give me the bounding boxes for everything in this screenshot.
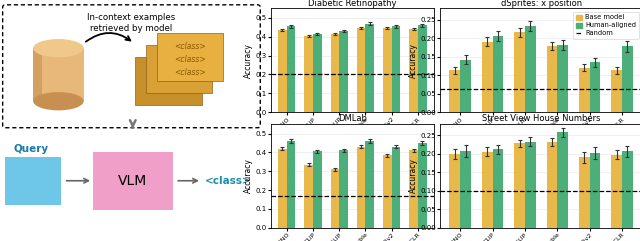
Bar bbox=[547, 46, 557, 112]
Bar bbox=[557, 132, 568, 228]
Bar bbox=[622, 46, 633, 112]
Bar bbox=[356, 147, 365, 228]
Bar bbox=[493, 36, 503, 112]
Bar bbox=[392, 26, 400, 112]
Bar bbox=[146, 45, 212, 93]
Bar bbox=[313, 151, 322, 228]
Bar bbox=[305, 165, 313, 228]
Bar bbox=[33, 48, 84, 101]
Bar bbox=[579, 68, 589, 112]
Bar bbox=[589, 62, 600, 112]
Bar bbox=[515, 33, 525, 112]
Bar bbox=[557, 45, 568, 112]
FancyArrowPatch shape bbox=[86, 33, 131, 42]
Title: Street View House Numbers: Street View House Numbers bbox=[482, 114, 600, 123]
Bar bbox=[482, 42, 493, 112]
Bar bbox=[313, 34, 322, 112]
Y-axis label: Accuracy: Accuracy bbox=[244, 159, 253, 193]
Bar bbox=[449, 154, 460, 228]
Bar bbox=[392, 147, 400, 228]
Title: dSprites: x position: dSprites: x position bbox=[500, 0, 582, 8]
Bar bbox=[418, 25, 426, 112]
Bar bbox=[305, 36, 313, 112]
Bar bbox=[287, 26, 296, 112]
Text: Query: Query bbox=[13, 144, 49, 154]
Bar bbox=[278, 149, 287, 228]
Bar bbox=[383, 28, 392, 112]
Bar bbox=[157, 33, 223, 81]
Bar bbox=[418, 143, 426, 228]
Bar bbox=[611, 70, 622, 112]
Y-axis label: Accuracy: Accuracy bbox=[408, 159, 418, 193]
Text: <class>: <class> bbox=[174, 41, 206, 51]
Text: <class>: <class> bbox=[205, 176, 252, 186]
Bar bbox=[493, 149, 503, 228]
Y-axis label: Accuracy: Accuracy bbox=[408, 43, 418, 78]
Bar bbox=[449, 70, 460, 112]
Title: Diabetic Retinopathy: Diabetic Retinopathy bbox=[308, 0, 397, 8]
Bar bbox=[33, 48, 42, 101]
Bar bbox=[136, 57, 202, 105]
Bar bbox=[365, 141, 374, 228]
Bar bbox=[383, 155, 392, 228]
Text: <class>: <class> bbox=[174, 67, 206, 77]
Legend: Base model, Human-aligned, Random: Base model, Human-aligned, Random bbox=[573, 12, 639, 39]
Bar bbox=[482, 152, 493, 228]
Bar bbox=[5, 157, 61, 205]
Bar bbox=[356, 28, 365, 112]
Bar bbox=[611, 155, 622, 228]
Y-axis label: Accuracy: Accuracy bbox=[244, 43, 253, 78]
Bar bbox=[331, 34, 339, 112]
Bar bbox=[525, 142, 536, 228]
Bar bbox=[365, 24, 374, 112]
Ellipse shape bbox=[33, 39, 84, 57]
Bar bbox=[460, 151, 471, 228]
Ellipse shape bbox=[33, 92, 84, 110]
Bar bbox=[547, 142, 557, 228]
Bar bbox=[93, 152, 173, 210]
Bar bbox=[331, 169, 339, 228]
Text: In-context examples
retrieved by model: In-context examples retrieved by model bbox=[87, 13, 175, 33]
Bar bbox=[278, 30, 287, 112]
Bar bbox=[409, 29, 418, 112]
Bar bbox=[589, 153, 600, 228]
Bar bbox=[460, 60, 471, 112]
Bar bbox=[339, 31, 348, 112]
Text: <class>: <class> bbox=[174, 54, 206, 64]
Title: DMLab: DMLab bbox=[338, 114, 367, 123]
Bar bbox=[579, 157, 589, 228]
Bar bbox=[339, 150, 348, 228]
Bar bbox=[287, 141, 296, 228]
Bar bbox=[409, 150, 418, 228]
Bar bbox=[515, 143, 525, 228]
Bar bbox=[525, 26, 536, 112]
Bar bbox=[622, 151, 633, 228]
Text: VLM: VLM bbox=[118, 174, 147, 188]
